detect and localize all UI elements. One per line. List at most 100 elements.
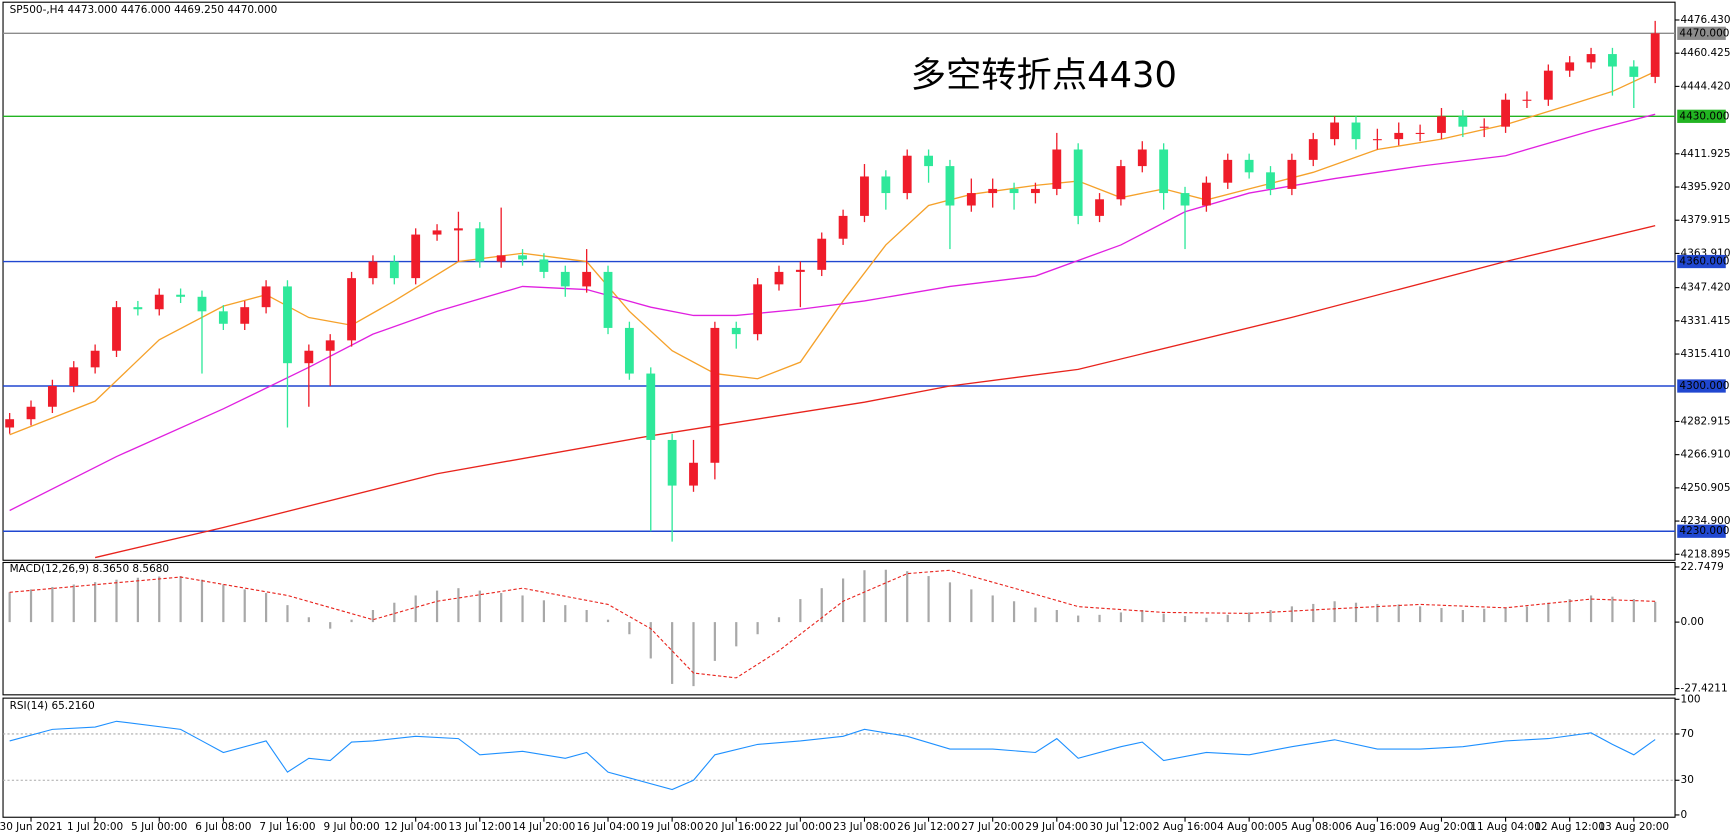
y-tick-label: 4331.415 [1681,315,1731,327]
y-tick-label: 4218.895 [1681,548,1731,560]
x-tick-label: 13 Jul 12:00 [448,821,511,833]
candle-body [966,193,976,206]
moving-average [94,224,1656,559]
y-tick-label: 4476.430 [1681,14,1731,26]
candle-body [454,228,463,231]
y-tick-label: 22.7479 [1681,561,1724,573]
candle-body [411,234,421,279]
rsi-line [9,720,1656,791]
candle-body [945,166,955,206]
y-tick-label: 4234.900 [1681,515,1731,527]
y-tick-label: 4282.915 [1681,415,1731,427]
candle-body [1073,149,1083,216]
candle-body [432,230,442,235]
candle-body [838,215,848,239]
x-tick-label: 13 Aug 20:00 [1599,821,1670,833]
candle-body [1415,132,1425,135]
y-tick-label: 4395.920 [1681,181,1731,193]
candle-body [1244,159,1254,173]
candle-body [753,284,763,335]
x-tick-label: 14 Jul 20:00 [513,821,576,833]
candle-body [1287,159,1297,189]
macd-signal [9,569,1656,679]
y-tick-label: 0 [1681,809,1688,821]
candle-body [176,294,186,297]
x-tick-label: 29 Jul 04:00 [1025,821,1088,833]
main-pane [2,1,1676,561]
macd-title: MACD(12,26,9) 8.3650 8.5680 [10,563,169,575]
moving-average [9,70,1656,436]
candle-body [817,238,827,270]
candle-body [1522,99,1532,101]
candle-body [988,188,998,194]
candle-body [1458,116,1468,127]
moving-average [9,113,1656,512]
candle-body [667,439,677,486]
candle-body [646,373,656,440]
candle-body [261,286,271,308]
x-tick-label: 12 Jul 04:00 [384,821,447,833]
candle-body [325,340,335,351]
y-tick-label: 100 [1681,693,1701,705]
candle-body [1501,99,1510,127]
candle-body [1031,188,1040,194]
x-tick-label: 5 Jul 00:00 [131,821,187,833]
x-tick-label: 22 Jul 00:00 [769,821,832,833]
x-tick-label: 6 Aug 16:00 [1345,821,1409,833]
candle-body [1372,139,1382,141]
level-label-box [1677,26,1726,40]
y-tick-label: 4411.925 [1681,148,1731,160]
candle-body [624,327,634,374]
candle-body [347,278,356,341]
candle-body [795,269,805,272]
candle-body [1095,199,1104,216]
x-tick-label: 23 Jul 08:00 [833,821,896,833]
y-tick-label: 70 [1681,728,1694,740]
x-tick-label: 4 Aug 00:00 [1217,821,1281,833]
candle-body [1201,182,1211,206]
y-tick-label: 30 [1681,774,1694,786]
candle-body [26,406,36,420]
x-tick-label: 1 Jul 20:00 [67,821,123,833]
candle-body [496,255,506,262]
x-tick-label: 30 Jul 12:00 [1090,821,1153,833]
candle-body [1137,149,1147,167]
candle-body [5,419,15,428]
candle-body [731,327,741,335]
candle-body [774,271,784,285]
candle-body [560,271,570,287]
x-tick-label: 27 Jul 20:00 [961,821,1024,833]
y-tick-label: 0.00 [1681,616,1704,628]
level-label: 4430.000 [1679,110,1729,122]
candle-body [582,271,592,287]
candle-body [860,176,869,216]
candle-body [69,367,79,387]
candle-body [1009,188,1019,194]
candles [5,20,1660,559]
x-tick-label: 12 Aug 12:00 [1534,821,1605,833]
level-label: 4230.000 [1679,525,1729,537]
candle-body [1608,54,1617,67]
candle-body [1330,122,1340,140]
candle-body [389,261,399,279]
candle-body [1052,149,1062,189]
candle-body [154,294,164,310]
y-tick-label: 4444.420 [1681,80,1731,92]
x-tick-label: 26 Jul 12:00 [897,821,960,833]
candle-body [1116,166,1126,200]
y-tick-label: 4266.910 [1681,449,1731,461]
candle-body [1629,66,1639,77]
x-tick-label: 6 Jul 08:00 [195,821,251,833]
y-tick-label: 4315.410 [1681,348,1731,360]
level-label-box [1677,254,1726,269]
candle-body [1543,70,1553,100]
candle-body [1308,139,1318,160]
candle-body [1223,159,1233,183]
x-tick-label: 11 Aug 04:00 [1470,821,1541,833]
candle-body [1180,193,1190,206]
candle-body [475,228,485,262]
x-tick-label: 20 Jul 16:00 [705,821,768,833]
y-tick-label: 4460.425 [1681,47,1731,59]
candle-body [1586,54,1596,63]
